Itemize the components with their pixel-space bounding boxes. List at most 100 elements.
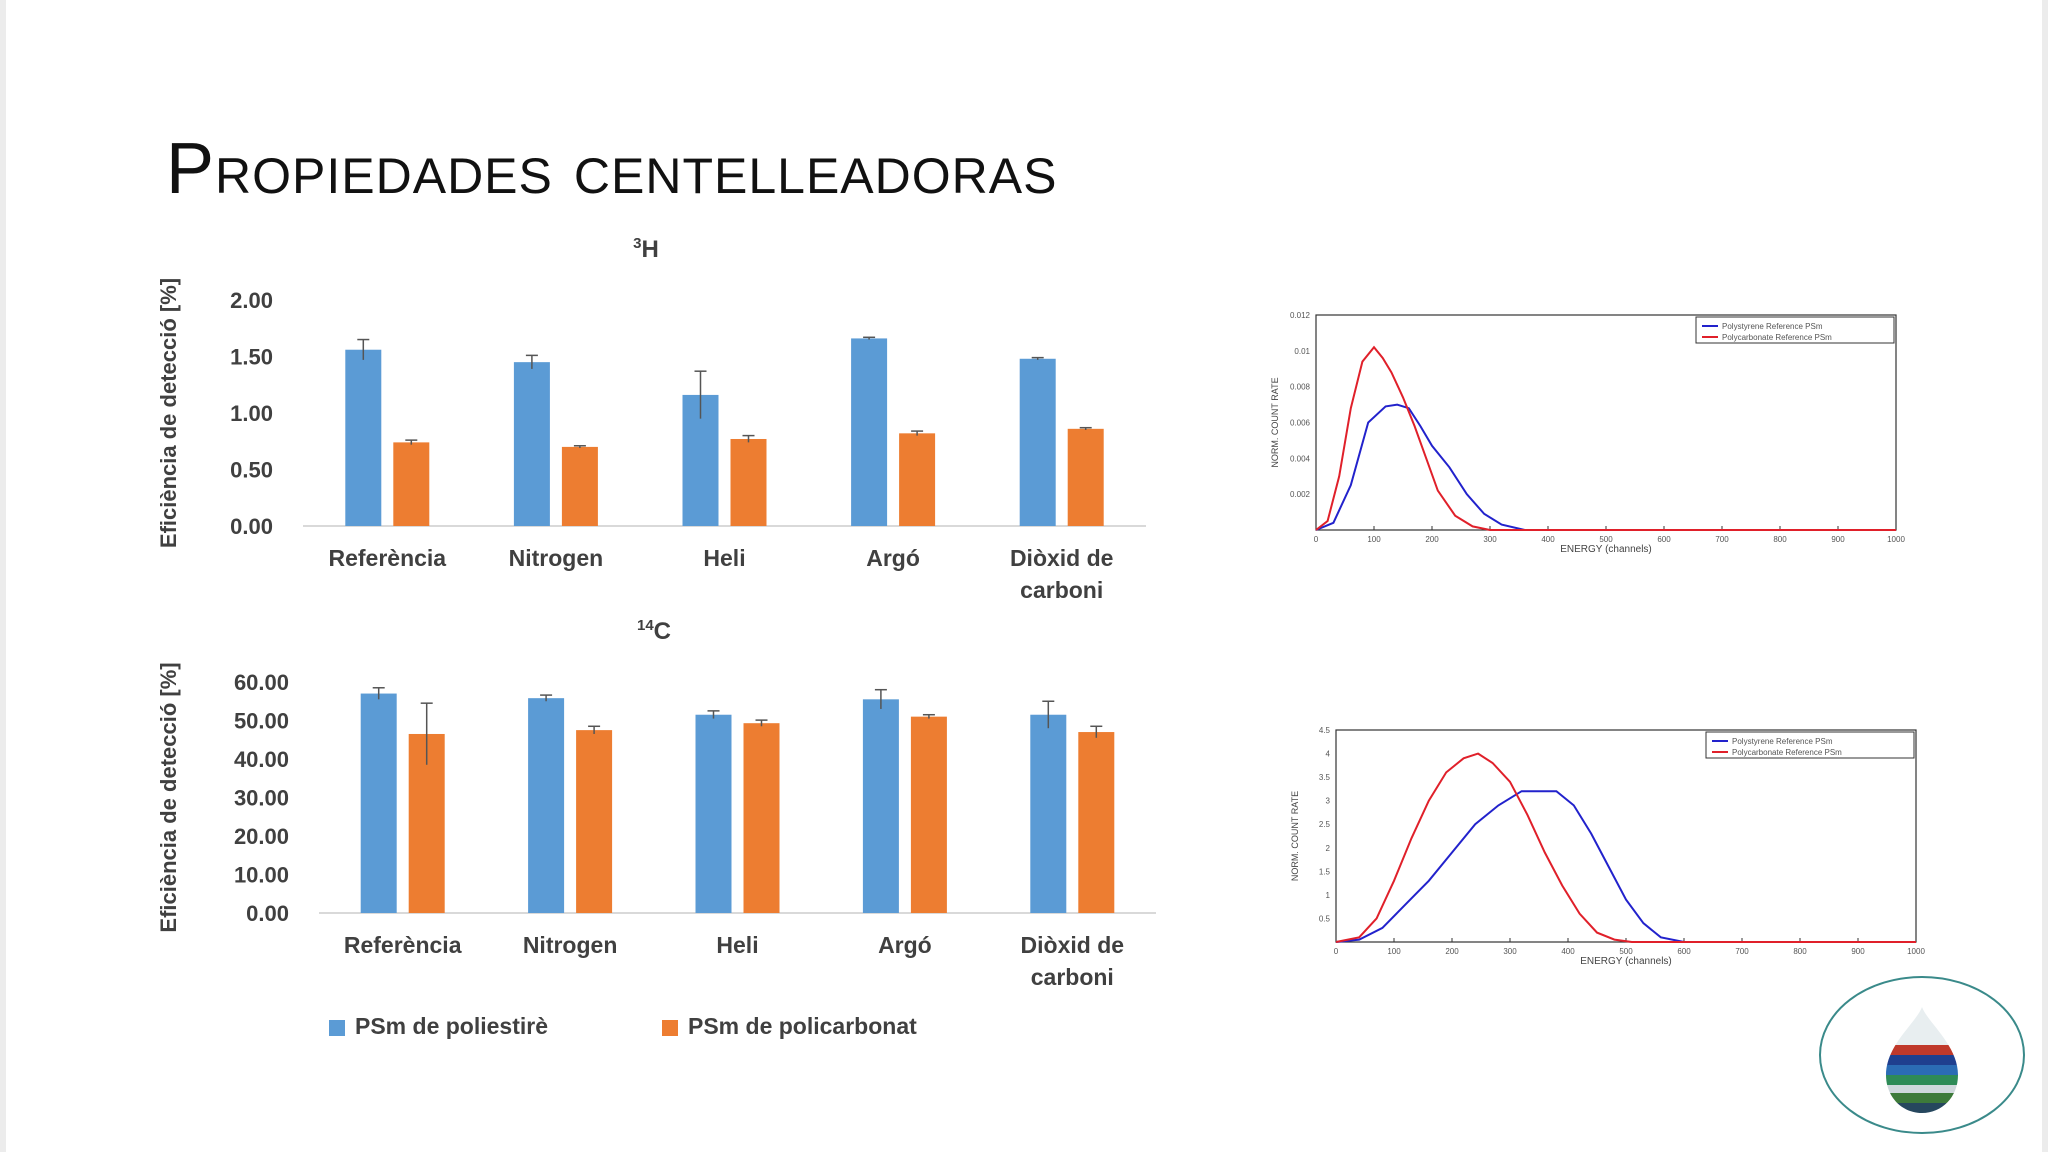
plot-frame [1315,314,1897,531]
chart-3h: 3H Eficiència de detecció [%] 0.00 0.50 1.00… [156,235,1146,603]
x-tick-label: 1000 [1887,535,1905,544]
x-tick-label: 300 [1483,535,1497,544]
x-tick-label: Nitrogen [523,932,618,958]
y-axis-label: Eficiència de detecció [%] [156,662,181,932]
y-tick-label: 40.00 [234,747,289,772]
bar [743,723,780,913]
bar [561,446,598,526]
x-tick-label: 400 [1541,535,1555,544]
y-tick-label: 0.50 [230,458,273,483]
y-tick-label: 30.00 [234,786,289,811]
y-tick-label: 50.00 [234,709,289,734]
legend-label: Polystyrene Reference PSm [1732,737,1833,746]
x-tick-label: Referència [344,932,462,958]
y-tick-label: 2.00 [230,288,273,313]
bar [1019,358,1056,526]
x-tick-label: Diòxid de [1010,545,1114,571]
spectrum-chart-3h: 0 100 200 300 400 500 600 700 800 900 1000 0.002 0.0… [1270,311,1905,555]
x-tick-label: 500 [1599,535,1613,544]
legend-swatch [662,1020,678,1036]
chart-title-sup: 3 [633,235,641,252]
y-tick-label: 3 [1326,797,1331,806]
x-tick-label: 0 [1334,947,1339,956]
chart-title-main: C [654,618,671,645]
x-tick-label: Diòxid de [1021,932,1125,958]
chart-title-main: H [642,236,659,263]
bar [345,349,382,526]
bar [851,338,888,526]
x-tick-label: 900 [1831,535,1845,544]
x-tick-label: Heli [716,932,758,958]
x-tick-label: 100 [1367,535,1381,544]
legend-box [1695,316,1895,344]
x-tick-label: 800 [1773,535,1787,544]
bar [910,716,947,913]
x-tick-label: 500 [1619,947,1633,956]
y-tick-label: 10.00 [234,863,289,888]
x-tick-label: 600 [1657,535,1671,544]
series-line [1315,345,1896,531]
x-axis-label: ENERGY (channels) [1560,544,1652,555]
legend-box [1705,731,1915,759]
y-tick-label: 4.5 [1319,726,1331,735]
x-tick-label: 1000 [1907,947,1925,956]
chart-title-sup: 14 [637,617,654,634]
y-tick-label: 60.00 [234,670,289,695]
y-tick-label: 0.00 [246,901,289,926]
y-tick-label: 0.5 [1319,914,1331,923]
chart-title: 14C [637,617,671,645]
x-tick-label: 200 [1425,535,1439,544]
bar [1078,732,1115,913]
x-tick-label: Argó [878,932,932,958]
x-tick-label: 700 [1735,947,1749,956]
bar [528,698,565,913]
y-tick-label: 20.00 [234,824,289,849]
x-tick-label: 700 [1715,535,1729,544]
y-tick-label: 1.5 [1319,867,1331,876]
y-axis-label: Eficiència de detecció [%] [156,278,181,548]
plot-frame [1335,729,1917,943]
y-axis-label: NORM. COUNT RATE [1290,791,1300,881]
y-tick-label: 0.006 [1290,419,1311,428]
x-axis-label: ENERGY (channels) [1580,956,1672,967]
x-tick-label: 400 [1561,947,1575,956]
x-tick-label: carboni [1031,964,1114,990]
legend-label: Polystyrene Reference PSm [1722,322,1823,331]
logo-drop-icon [1819,976,2025,1134]
series-line [1335,752,1916,943]
x-tick-label: 300 [1503,947,1517,956]
legend-swatch [329,1020,345,1036]
x-tick-label: 200 [1445,947,1459,956]
bar [899,433,936,526]
y-tick-label: 0.008 [1290,383,1311,392]
x-tick-label: 0 [1314,535,1319,544]
y-axis-label: NORM. COUNT RATE [1270,377,1280,467]
legend-label: PSm de poliestirè [355,1013,548,1039]
slide: Propiedades centelleadoras 3H Eficiència … [6,0,2042,1152]
spectrum-chart-14c: 0 100 200 300 400 500 600 700 800 900 1000 0.5 1 1.5 2… [1290,726,1925,967]
chart-14c: 14C Eficiència de detecció [%] 0.00 10.00 20… [156,617,1156,1039]
chart-title: 3H [633,235,659,263]
series-line [1315,403,1896,531]
y-tick-label: 2.5 [1319,820,1331,829]
y-tick-label: 0.00 [230,514,273,539]
x-tick-label: Argó [866,545,920,571]
bar [1067,428,1104,526]
y-tick-label: 2 [1326,844,1331,853]
bar [393,442,430,526]
x-tick-label: Nitrogen [509,545,604,571]
legend-label: PSm de policarbonat [688,1013,917,1039]
x-tick-label: Heli [703,545,745,571]
legend-label: Polycarbonate Reference PSm [1732,748,1842,757]
x-tick-label: carboni [1020,577,1103,603]
y-tick-label: 4 [1326,750,1331,759]
y-tick-label: 1 [1326,891,1331,900]
y-tick-label: 0.012 [1290,311,1311,320]
x-tick-label: 600 [1677,947,1691,956]
bar [1030,714,1067,913]
y-tick-label: 0.01 [1294,347,1310,356]
legend-label: Polycarbonate Reference PSm [1722,333,1832,342]
y-tick-label: 1.00 [230,401,273,426]
bar [576,730,613,913]
slide-title-text: Propiedades centelleadoras [166,129,1058,209]
